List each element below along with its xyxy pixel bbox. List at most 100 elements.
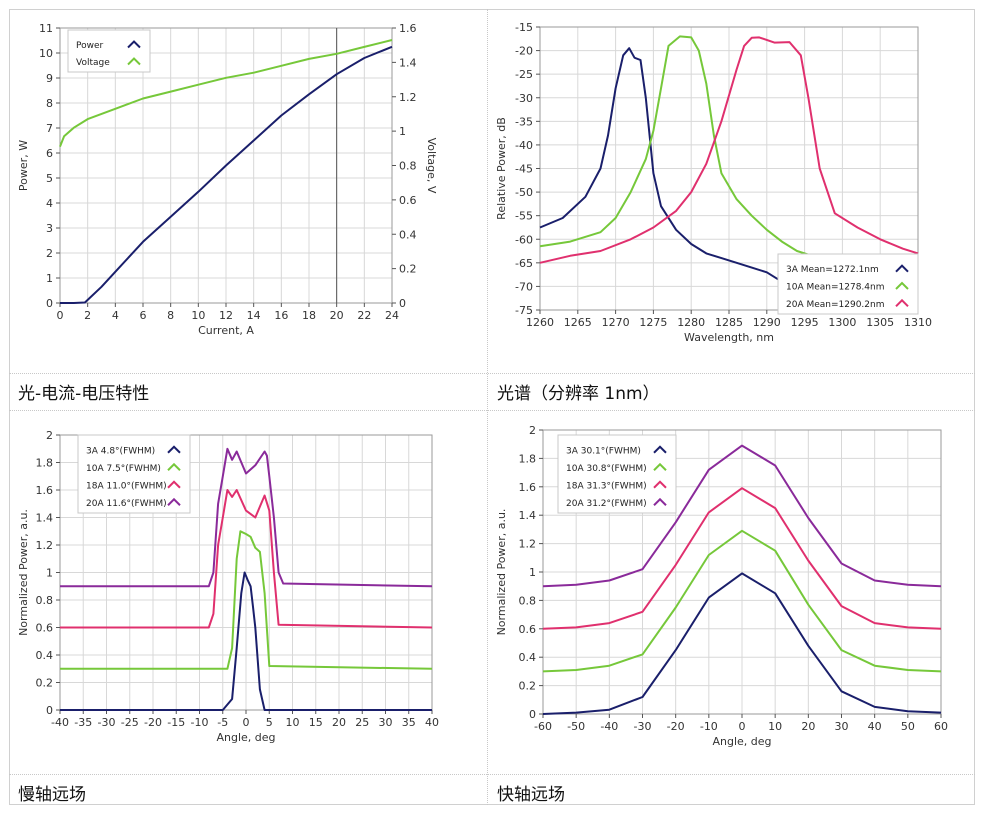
x-axis-label: Angle, deg (712, 735, 771, 748)
y-tick-label: 1.6 (519, 481, 537, 494)
chart-fast-axis: -60 -50 -40 -30 -20 -10 0 10 20 30 40 50 60 0 0.2 0.4 0.… (495, 424, 948, 748)
x-tick-label: 40 (868, 720, 882, 733)
x-tick-label: 40 (425, 716, 439, 729)
y-tick-label: 5 (46, 172, 53, 185)
series-line-1 (539, 47, 787, 292)
legend-box (777, 253, 919, 315)
legend-label: 10A 7.5°(FWHM) (86, 464, 161, 474)
x-tick-label: 50 (901, 720, 915, 733)
legend-marker (167, 497, 181, 506)
y-right-tick-label: 0.6 (399, 194, 417, 207)
y-right-tick-label: 0.2 (399, 263, 417, 276)
legend-label: 10A Mean=1278.4nm (786, 283, 885, 293)
y-tick-label: -50 (515, 186, 533, 199)
x-tick-label: 12 (219, 309, 233, 322)
x-tick-label: 1285 (715, 316, 743, 329)
y-tick-label: 6 (46, 147, 53, 160)
table-column-divider (487, 9, 488, 805)
legend-label: 20A 11.6°(FWHM) (86, 499, 167, 509)
x-tick-label: -25 (121, 716, 139, 729)
series-line-4 (60, 447, 433, 588)
x-tick-label: 30 (835, 720, 849, 733)
series-line-3 (539, 36, 919, 264)
y-tick-label: 1.8 (519, 452, 537, 465)
y-tick-label: 7 (46, 122, 53, 135)
x-tick-label: 60 (934, 720, 948, 733)
y-tick-label: -70 (515, 280, 533, 293)
x-tick-label: 1260 (526, 316, 554, 329)
x-tick-label: 5 (266, 716, 273, 729)
y-tick-label: 0.8 (36, 594, 54, 607)
y-tick-label: 2 (46, 429, 53, 442)
y-tick-label: 0.6 (519, 623, 537, 636)
series-line-3 (60, 489, 433, 629)
x-tick-label: 22 (357, 309, 371, 322)
y-tick-label: -65 (515, 257, 533, 270)
x-tick-label: 0 (57, 309, 64, 322)
x-tick-label: -10 (191, 716, 209, 729)
series-line-4 (542, 444, 942, 588)
legend-box (77, 434, 191, 514)
series-line-1 (60, 571, 432, 711)
x-tick-label: -30 (98, 716, 116, 729)
x-tick-label: 1300 (828, 316, 856, 329)
y-right-axis-label: Voltage, V (425, 138, 438, 194)
y-right-tick-label: 0.4 (399, 228, 417, 241)
y-tick-label: 9 (46, 72, 53, 85)
legend-label: 20A 31.2°(FWHM) (566, 499, 647, 509)
y-tick-label: 1.2 (36, 539, 54, 552)
x-tick-label: 1310 (904, 316, 932, 329)
legend-marker (167, 462, 181, 471)
caption-slow-axis: 慢轴远场 (18, 785, 86, 805)
x-axis-label: Angle, deg (216, 731, 275, 744)
x-tick-label: -40 (51, 716, 69, 729)
x-tick-label: 16 (274, 309, 288, 322)
legend-label: 3A Mean=1272.1nm (786, 265, 879, 275)
x-tick-label: 4 (112, 309, 119, 322)
legend-label: Voltage (76, 58, 110, 68)
x-tick-label: -60 (534, 720, 552, 733)
legend-label: 18A 31.3°(FWHM) (566, 481, 647, 491)
x-tick-label: 30 (379, 716, 393, 729)
y-tick-label: 0.6 (36, 622, 54, 635)
x-axis-label: Current, A (198, 324, 254, 337)
x-tick-label: 1265 (564, 316, 592, 329)
legend-marker (895, 281, 909, 290)
y-right-tick-label: 1.6 (399, 22, 417, 35)
y-tick-label: 0.4 (36, 649, 54, 662)
legend-marker (653, 497, 667, 506)
x-tick-label: 1305 (866, 316, 894, 329)
y-tick-label: 1.6 (36, 484, 54, 497)
y-tick-label: 11 (39, 22, 53, 35)
y-tick-label: -40 (515, 139, 533, 152)
x-tick-label: 1275 (639, 316, 667, 329)
x-tick-label: 0 (243, 716, 250, 729)
legend-box (67, 29, 151, 73)
chart-liv: 0 2 4 6 8 10 12 14 16 18 20 22 240123456789101100.20… (17, 22, 438, 337)
series-line-2 (59, 39, 393, 147)
x-axis-label: Wavelength, nm (684, 331, 774, 344)
x-tick-label: -50 (567, 720, 585, 733)
y-tick-label: -60 (515, 233, 533, 246)
legend-marker (653, 462, 667, 471)
legend-label: 18A 11.0°(FWHM) (86, 481, 167, 491)
y-tick-label: 0.2 (519, 680, 537, 693)
x-tick-label: -10 (700, 720, 718, 733)
caption-spectrum: 光谱（分辨率 1nm） (497, 384, 660, 404)
series-line-1 (542, 572, 942, 715)
y-tick-label: 4 (46, 197, 53, 210)
table-row-divider (9, 774, 975, 775)
y-tick-label: 1 (46, 272, 53, 285)
legend-marker (167, 480, 181, 489)
chart-spectrum: 1260 1265 1270 1275 1280 1285 1290 1295 1300 1305… (495, 21, 932, 344)
y-tick-label: 0.4 (519, 651, 537, 664)
x-tick-label: 20 (801, 720, 815, 733)
legend-marker (895, 298, 909, 308)
y-tick-label: -20 (515, 45, 533, 58)
x-tick-label: 25 (355, 716, 369, 729)
x-tick-label: -30 (634, 720, 652, 733)
x-tick-label: 6 (140, 309, 147, 322)
legend-label: Power (76, 41, 104, 51)
y-tick-label: 2 (529, 424, 536, 437)
figure-table (9, 9, 975, 805)
